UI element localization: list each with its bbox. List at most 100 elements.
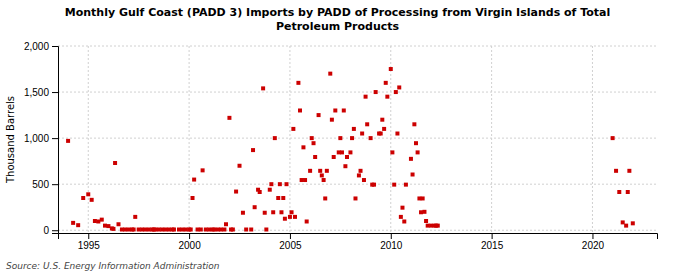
point (113, 161, 117, 165)
tick-mark (391, 233, 392, 239)
point (163, 227, 167, 231)
tick: 500 (32, 179, 58, 190)
point (364, 95, 368, 99)
tick-mark (52, 92, 58, 93)
point (143, 227, 147, 231)
tick-mark (189, 233, 190, 239)
point (111, 227, 115, 231)
point (238, 164, 242, 168)
point (325, 169, 329, 173)
point (631, 221, 635, 225)
point (279, 210, 283, 214)
tick-label: 2000 (178, 240, 201, 251)
point (360, 132, 364, 136)
point (421, 196, 425, 200)
point (133, 215, 137, 219)
point (293, 215, 297, 219)
tick: 2015 (481, 233, 504, 251)
tick: 2010 (380, 233, 403, 251)
point (93, 219, 97, 223)
point (617, 190, 621, 194)
point (227, 116, 231, 120)
point (231, 227, 235, 231)
point (416, 150, 420, 154)
point (199, 227, 203, 231)
point (137, 227, 141, 231)
point (132, 227, 136, 231)
tick: 2000 (178, 233, 201, 251)
point (219, 227, 223, 231)
point (189, 227, 193, 231)
grid-line-x (88, 46, 89, 233)
point (157, 227, 161, 231)
point (332, 155, 336, 159)
point (212, 227, 216, 231)
point (322, 178, 326, 182)
tick-mark (88, 233, 89, 239)
grid (58, 46, 657, 233)
point (285, 182, 289, 186)
point (127, 227, 131, 231)
points (66, 67, 635, 231)
tick: 0 (43, 225, 58, 236)
point (310, 136, 314, 140)
point (123, 227, 127, 231)
tick-label: 2,000 (24, 41, 49, 52)
point (184, 227, 188, 231)
grid-line-y (58, 92, 657, 93)
point (372, 183, 376, 187)
point (350, 136, 354, 140)
point (191, 196, 195, 200)
point (207, 227, 211, 231)
point (117, 222, 121, 226)
point (290, 210, 294, 214)
point (76, 223, 80, 227)
point (400, 206, 404, 210)
point (249, 227, 253, 231)
point (374, 90, 378, 94)
point (281, 196, 285, 200)
point (167, 227, 171, 231)
point (147, 227, 151, 231)
point (241, 211, 245, 215)
point (278, 182, 282, 186)
point (348, 150, 352, 154)
y-axis-title: Thousand Barrels (5, 96, 16, 184)
tick-label: 1995 (78, 240, 101, 251)
point (369, 136, 373, 140)
tick-label: 2005 (279, 240, 302, 251)
point (204, 227, 208, 231)
point (424, 219, 428, 223)
point (429, 224, 433, 228)
point (251, 148, 255, 152)
point (66, 139, 70, 143)
tick: 1,000 (24, 133, 58, 144)
tick-label: 1,500 (24, 87, 49, 98)
tick-mark (52, 230, 58, 231)
point (298, 108, 302, 112)
tick: 1,500 (24, 87, 58, 98)
tick-label: 2015 (481, 240, 504, 251)
point (624, 224, 628, 228)
point (402, 219, 406, 223)
point (352, 127, 356, 131)
point (342, 108, 346, 112)
point (384, 81, 388, 85)
grid-line-y (58, 184, 657, 185)
point (404, 183, 408, 187)
point (392, 183, 396, 187)
point (318, 169, 322, 173)
title: Monthly Gulf Coast (PADD 3) Imports by P… (65, 6, 611, 33)
tick: 2005 (279, 233, 302, 251)
point (414, 141, 418, 145)
point (81, 196, 85, 200)
point (397, 85, 401, 89)
point (343, 164, 347, 168)
point (409, 157, 413, 161)
point (308, 169, 312, 173)
tick-label: 500 (32, 179, 49, 190)
point (359, 169, 363, 173)
point (436, 224, 440, 228)
point (340, 150, 344, 154)
point (385, 95, 389, 99)
